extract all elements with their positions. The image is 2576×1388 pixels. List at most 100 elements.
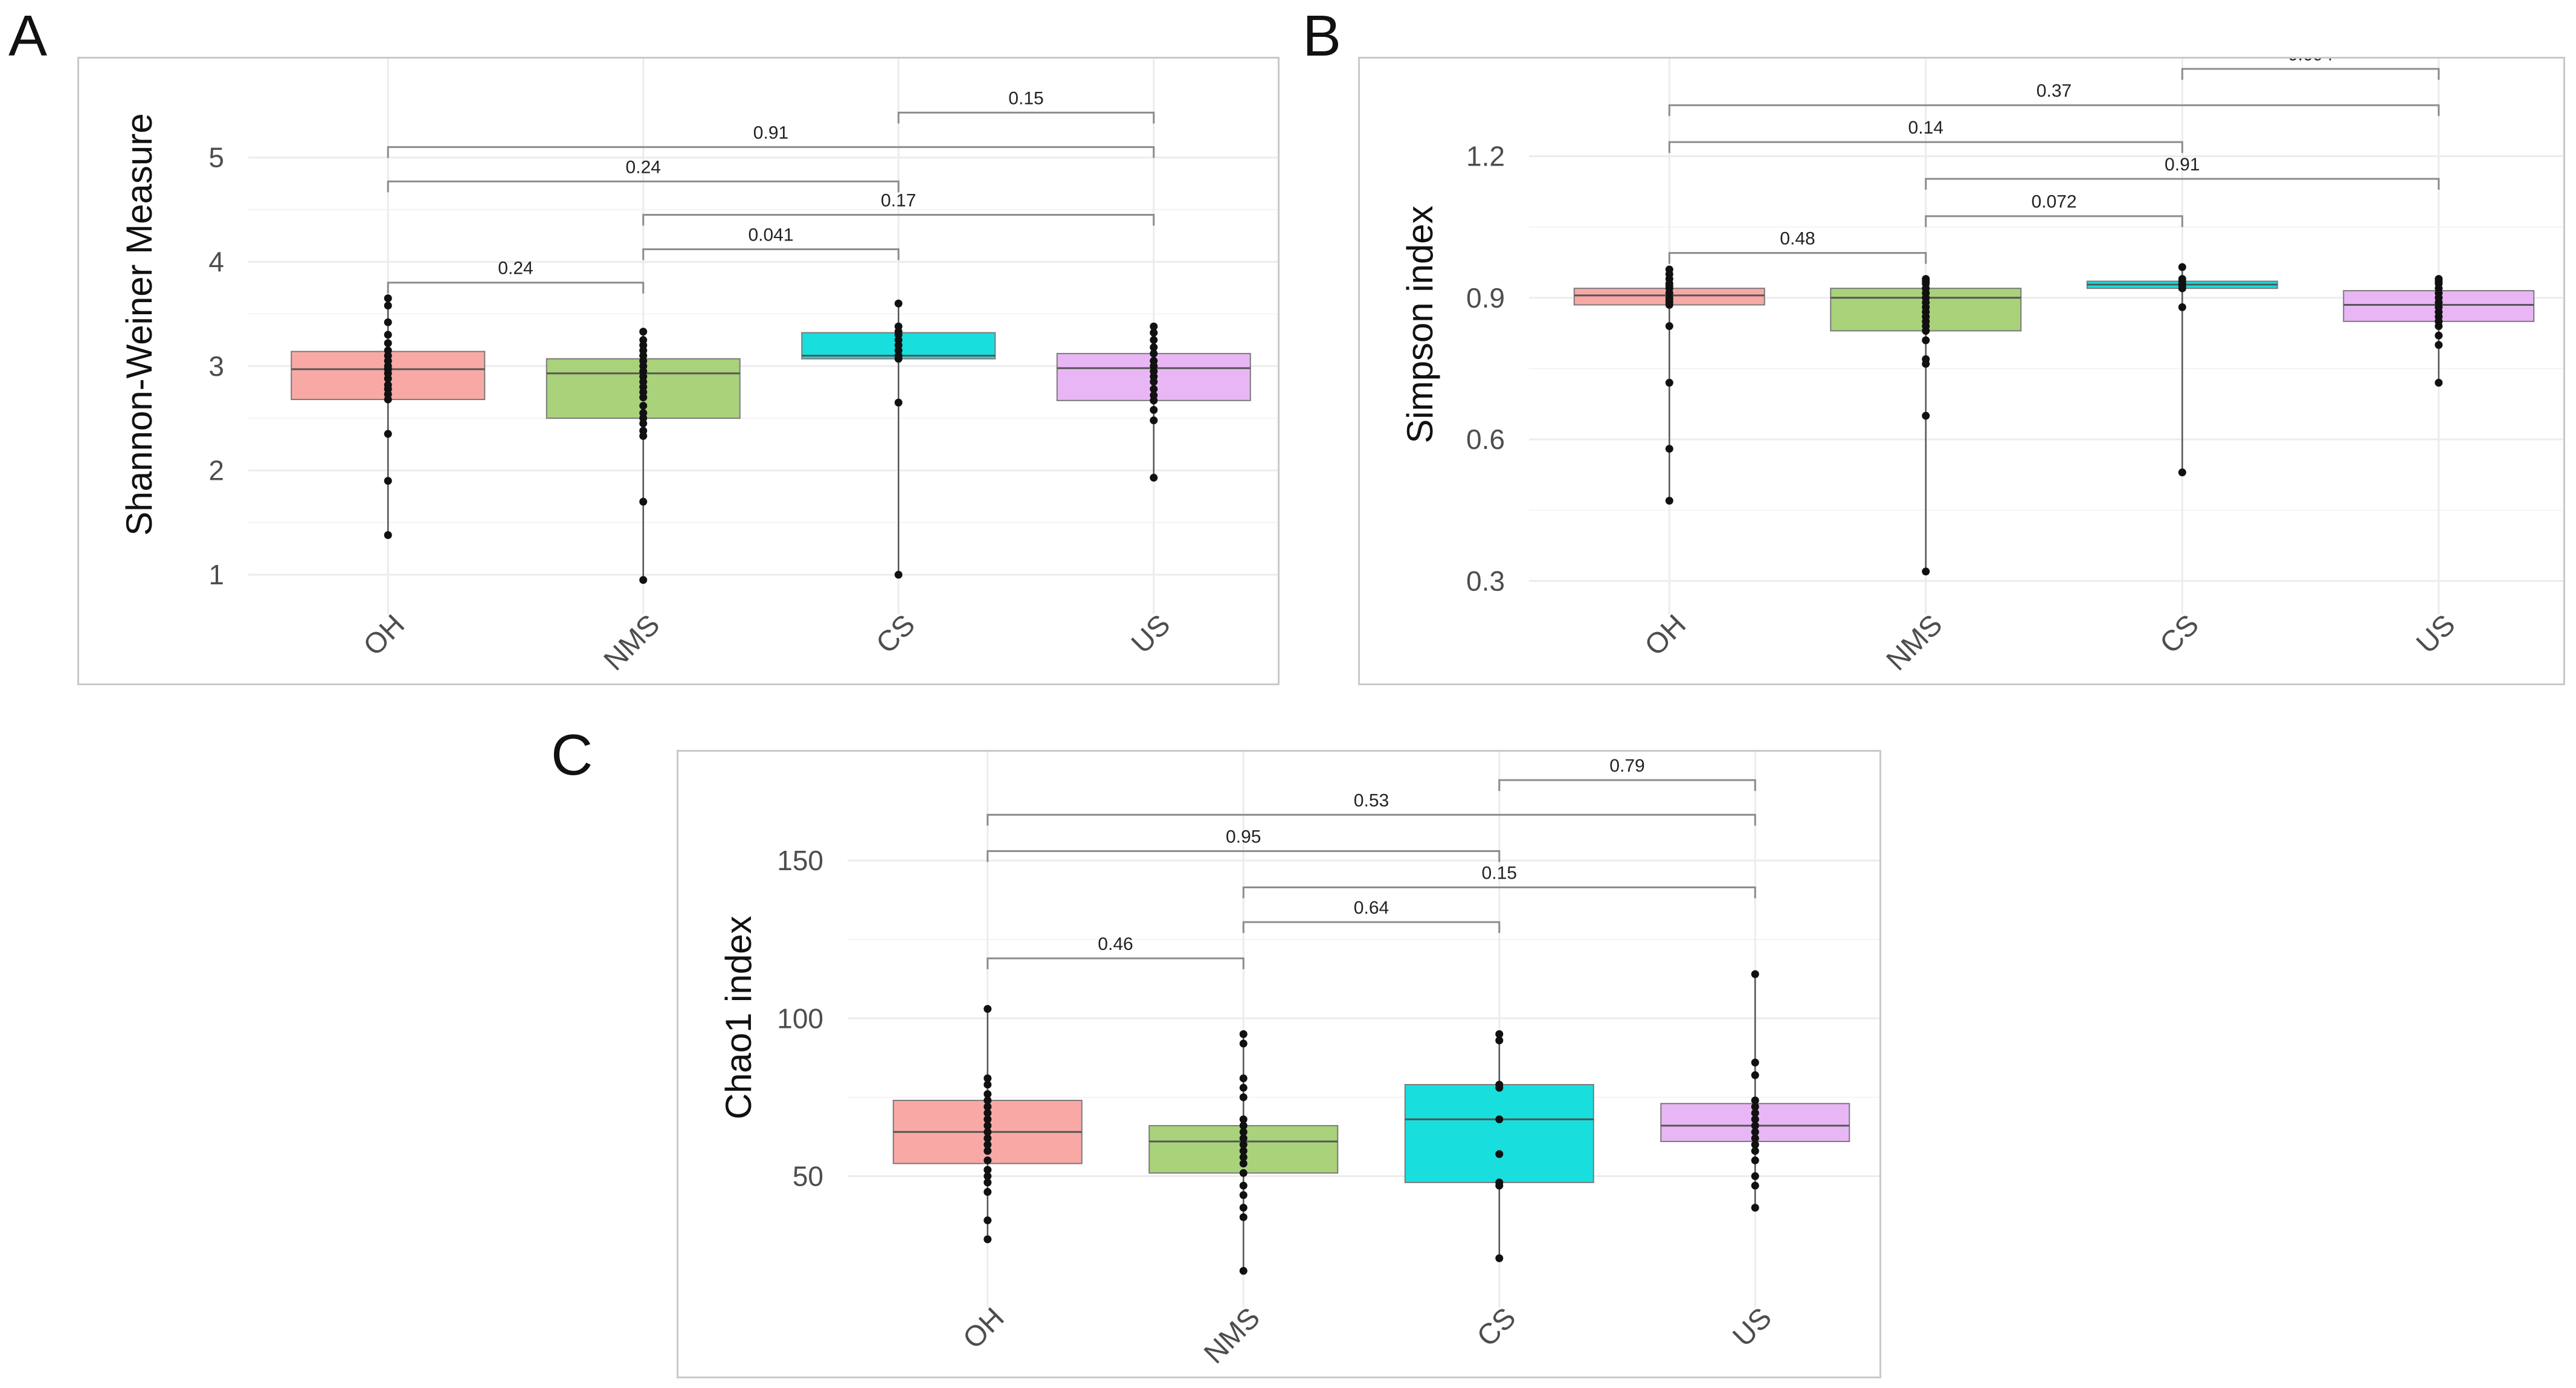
data-point — [894, 398, 903, 407]
x-tick-label: NMS — [598, 608, 666, 677]
p-value-label: 0.64 — [1354, 898, 1389, 918]
y-tick-label: 4 — [208, 246, 224, 277]
data-point — [984, 1216, 992, 1225]
bracket-line — [987, 813, 1756, 826]
data-point — [1239, 1147, 1248, 1155]
data-point — [984, 1235, 992, 1244]
data-point — [1751, 1204, 1759, 1212]
data-point — [1751, 1122, 1759, 1130]
comparison-bracket: 0.24 — [387, 259, 645, 294]
y-tick-label: 3 — [208, 350, 224, 382]
data-point — [1239, 1181, 1248, 1190]
bracket-line — [1668, 104, 2440, 117]
comparison-bracket: 0.24 — [387, 157, 900, 193]
data-point — [1495, 1181, 1504, 1190]
bracket-line — [1668, 252, 1927, 264]
data-point — [984, 1188, 992, 1196]
data-point — [639, 576, 648, 584]
data-point — [1239, 1267, 1248, 1275]
box-iqr — [1404, 1083, 1594, 1183]
y-tick-label: 5 — [208, 142, 224, 173]
data-point — [1150, 396, 1158, 405]
data-point — [1239, 1074, 1248, 1083]
data-point — [1922, 567, 1930, 576]
x-tick-label: CS — [870, 608, 921, 660]
data-point — [984, 1080, 992, 1089]
comparison-bracket: 0.17 — [642, 191, 1155, 226]
box-group-cs — [2086, 263, 2278, 477]
data-point — [2178, 468, 2186, 477]
chart-panel-b: 0.3 0.6 0.9 1.2 Simpson index OH NMS CS US 0.48 0.… — [1358, 57, 2565, 685]
data-point — [639, 393, 648, 402]
data-point — [984, 1178, 992, 1187]
data-point — [984, 1156, 992, 1164]
data-point — [1751, 1181, 1759, 1190]
data-point — [1239, 1140, 1248, 1149]
box-group-cs — [801, 299, 996, 579]
data-point — [2435, 322, 2443, 331]
data-point — [1751, 1147, 1759, 1155]
data-point — [384, 318, 392, 326]
data-point — [384, 477, 392, 485]
comparison-bracket: 0.094 — [2181, 59, 2440, 80]
data-point — [1922, 412, 1930, 420]
p-value-label: 0.072 — [2031, 192, 2076, 212]
y-tick-label: 0.9 — [1466, 282, 1505, 314]
comparison-bracket: 0.91 — [387, 123, 1155, 158]
bracket-line — [987, 850, 1501, 862]
data-point — [1239, 1153, 1248, 1161]
x-tick-label: US — [2410, 608, 2462, 660]
comparison-bracket: 0.79 — [1498, 756, 1756, 791]
data-point — [1751, 1103, 1759, 1111]
data-point — [1922, 326, 1930, 335]
data-point — [1495, 1083, 1504, 1092]
data-point — [1495, 1254, 1504, 1262]
p-value-label: 0.48 — [1780, 229, 1815, 249]
data-point — [984, 1140, 992, 1149]
data-point — [894, 299, 903, 308]
p-value-label: 0.95 — [1226, 827, 1261, 847]
p-value-label: 0.041 — [748, 225, 793, 245]
data-point — [984, 1166, 992, 1174]
bracket-line — [387, 146, 1155, 158]
data-point — [1239, 1030, 1248, 1038]
data-point — [1239, 1128, 1248, 1136]
data-point — [984, 1005, 992, 1013]
data-point — [1665, 378, 1673, 387]
data-point — [984, 1134, 992, 1143]
box-group-oh — [291, 294, 486, 540]
comparison-bracket: 0.91 — [1925, 155, 2440, 190]
p-value-label: 0.46 — [1098, 934, 1133, 954]
data-point — [1150, 416, 1158, 425]
x-tick-label: US — [1125, 608, 1177, 660]
grid-lines — [848, 752, 1879, 1308]
bracket-line — [1242, 886, 1756, 899]
data-point — [1751, 1096, 1759, 1105]
data-point — [984, 1096, 992, 1105]
bracket-line — [2181, 68, 2440, 80]
chao1-chart-svg: 50 100 150 Chao1 index OH NMS CS US 0.46 0.64 0.15… — [718, 752, 1879, 1370]
box-group-nms — [546, 328, 741, 584]
data-point — [384, 294, 392, 303]
p-value-label: 0.79 — [1609, 756, 1644, 776]
data-point — [2178, 284, 2186, 292]
data-point — [1751, 1172, 1759, 1180]
panel-label-c: C — [551, 723, 593, 787]
data-point — [1665, 497, 1673, 505]
data-point — [1751, 1140, 1759, 1149]
data-point — [984, 1090, 992, 1099]
p-value-label: 0.14 — [1908, 118, 1943, 138]
y-tick-label: 100 — [777, 1002, 823, 1034]
data-point — [1751, 1071, 1759, 1079]
y-tick-label: 2 — [208, 454, 224, 486]
data-point — [1239, 1039, 1248, 1048]
p-value-label: 0.91 — [2165, 155, 2200, 175]
bracket-line — [987, 957, 1245, 970]
data-point — [1150, 336, 1158, 344]
data-point — [1239, 1191, 1248, 1199]
p-value-label: 0.24 — [498, 259, 533, 279]
comparison-bracket: 0.15 — [1242, 863, 1756, 899]
data-point — [1239, 1083, 1248, 1092]
box-group-oh — [1573, 265, 1765, 505]
data-point — [1922, 360, 1930, 368]
